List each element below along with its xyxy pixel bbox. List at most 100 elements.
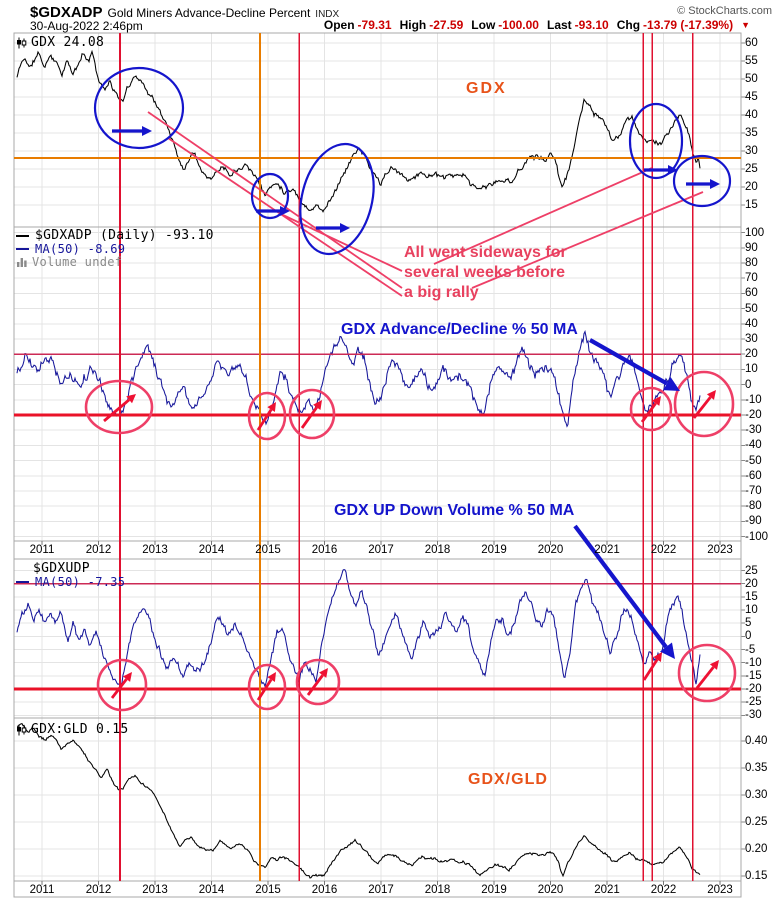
y-tick-label: 20 xyxy=(745,577,758,590)
pink-circle-annotation xyxy=(247,663,287,711)
gdxgld-label-line: GDX/GLD xyxy=(468,771,548,788)
date-axis-strip xyxy=(13,880,742,898)
y-tick-label: 15 xyxy=(745,590,758,603)
y-tick-label: 20 xyxy=(745,181,758,194)
y-tick-label: 0.15 xyxy=(745,869,768,882)
red-up-arrow xyxy=(256,678,273,701)
x-tick-label: 2019 xyxy=(481,884,507,896)
exchange: INDX xyxy=(315,9,340,20)
line-swatch-icon xyxy=(16,248,29,250)
red-up-arrow-head xyxy=(706,390,716,400)
volume-bars-icon xyxy=(16,257,28,267)
y-tick-label: 15 xyxy=(745,199,758,212)
x-tick-label: 2013 xyxy=(142,544,168,556)
x-tick-label: 2012 xyxy=(85,544,112,556)
x-tick-label: 2019 xyxy=(481,544,507,556)
quote-high: High -27.59 xyxy=(399,18,464,32)
y-tick-label: 0.35 xyxy=(745,761,768,774)
red-up-arrow xyxy=(256,408,273,431)
legend-label: GDX 24.08 xyxy=(31,35,105,50)
pink-circle-annotation xyxy=(673,370,735,438)
x-tick-label: 2014 xyxy=(198,884,225,896)
pink-circle-annotation xyxy=(96,658,148,712)
pink-connector-line xyxy=(167,137,403,297)
blue-pointer-arrow-head xyxy=(663,377,680,391)
x-tick-label: 2023 xyxy=(707,544,733,556)
panel2-legend-main: $GDXADP (Daily) -93.10 xyxy=(16,228,214,243)
y-tick-label: 60 xyxy=(745,37,758,50)
y-tick-label: -10 xyxy=(745,656,762,669)
red-up-arrow xyxy=(692,396,712,419)
red-up-arrow-head xyxy=(653,652,662,663)
updown-note: GDX UP Down Volume % 50 MA xyxy=(334,501,574,521)
blue-ellipse-annotation xyxy=(93,66,185,150)
y-tick-label: 25 xyxy=(745,163,758,176)
y-tick-label: 55 xyxy=(745,55,758,68)
chart-title-row: $GDXADP Gold Miners Advance-Decline Perce… xyxy=(30,4,339,22)
y-tick-label: 100 xyxy=(745,226,765,239)
candlestick-icon xyxy=(16,37,27,49)
blue-ellipse-annotation xyxy=(628,102,684,180)
y-tick-label: 50 xyxy=(745,73,758,86)
quote-low: Low -100.00 xyxy=(471,18,539,32)
blue-pointer-arrow xyxy=(573,524,668,649)
y-tick-label: 20 xyxy=(745,348,758,361)
x-tick-label: 2014 xyxy=(198,544,225,556)
sideways-note-line: several weeks before xyxy=(404,264,565,281)
y-tick-label: -60 xyxy=(745,469,762,482)
y-tick-label: 40 xyxy=(745,109,758,122)
x-tick-label: 2017 xyxy=(368,884,394,896)
x-tick-label: 2022 xyxy=(650,544,677,556)
pink-connector-line xyxy=(471,191,704,289)
line-swatch-icon xyxy=(16,581,29,583)
y-tick-label: 0.25 xyxy=(745,815,768,828)
series-line-gdx-gld-ratio xyxy=(16,722,701,879)
x-tick-label: 2021 xyxy=(594,544,620,556)
pink-circle-annotation xyxy=(288,388,336,440)
pink-circle-annotation xyxy=(84,379,154,435)
y-tick-label: 35 xyxy=(745,127,758,140)
y-tick-label: -20 xyxy=(745,409,762,421)
red-up-arrow xyxy=(640,402,657,423)
y-tick-label: 40 xyxy=(745,317,758,330)
y-tick-label: 60 xyxy=(745,287,758,300)
legend-label: Volume undef xyxy=(32,255,123,269)
red-up-arrow-head xyxy=(267,402,276,413)
x-tick-label: 2015 xyxy=(255,544,281,556)
legend-label: MA(50) -8.69 xyxy=(35,242,126,256)
x-tick-label: 2023 xyxy=(707,884,733,896)
x-tick-label: 2016 xyxy=(311,544,338,556)
x-tick-label: 2021 xyxy=(594,884,620,896)
y-tick-label: -30 xyxy=(745,424,762,437)
candlestick-icon xyxy=(16,724,27,736)
panel4-legend: GDX:GLD 0.15 xyxy=(16,722,129,737)
quote-bar: Open -79.31 High -27.59 Low -100.00 Last -93… xyxy=(324,18,750,32)
red-up-arrow xyxy=(300,406,318,429)
x-tick-label: 2018 xyxy=(424,544,451,556)
y-tick-label: -70 xyxy=(745,484,762,497)
legend-label: GDX:GLD 0.15 xyxy=(31,722,129,737)
red-up-arrow xyxy=(103,398,131,423)
x-tick-label: 2012 xyxy=(85,884,112,896)
y-tick-label: -50 xyxy=(745,454,762,467)
x-tick-label: 2015 xyxy=(255,884,281,896)
x-tick-label: 2013 xyxy=(142,884,168,896)
legend-label: MA(50) -7.35 xyxy=(35,575,126,589)
y-tick-label: 0.20 xyxy=(745,842,768,855)
x-tick-label: 2022 xyxy=(650,884,677,896)
gdx-label-line: GDX xyxy=(466,80,507,97)
y-tick-label: 50 xyxy=(745,302,758,315)
red-up-arrow xyxy=(110,678,128,699)
blue-ellipse-annotation xyxy=(250,172,290,220)
blue-arrow-head xyxy=(668,165,678,175)
symbol-name: Gold Miners Advance-Decline Percent xyxy=(107,6,311,20)
down-triangle-icon: ▼ xyxy=(741,20,750,30)
sideways-note-line: a big rally xyxy=(404,284,479,301)
pink-circle-annotation xyxy=(247,391,287,441)
gdxgld-label: GDX/GLD xyxy=(468,770,548,790)
blue-ellipse-annotation xyxy=(299,142,375,256)
red-up-arrow-head xyxy=(652,396,661,406)
x-tick-label: 2018 xyxy=(424,884,451,896)
red-up-arrow-head xyxy=(126,394,136,404)
